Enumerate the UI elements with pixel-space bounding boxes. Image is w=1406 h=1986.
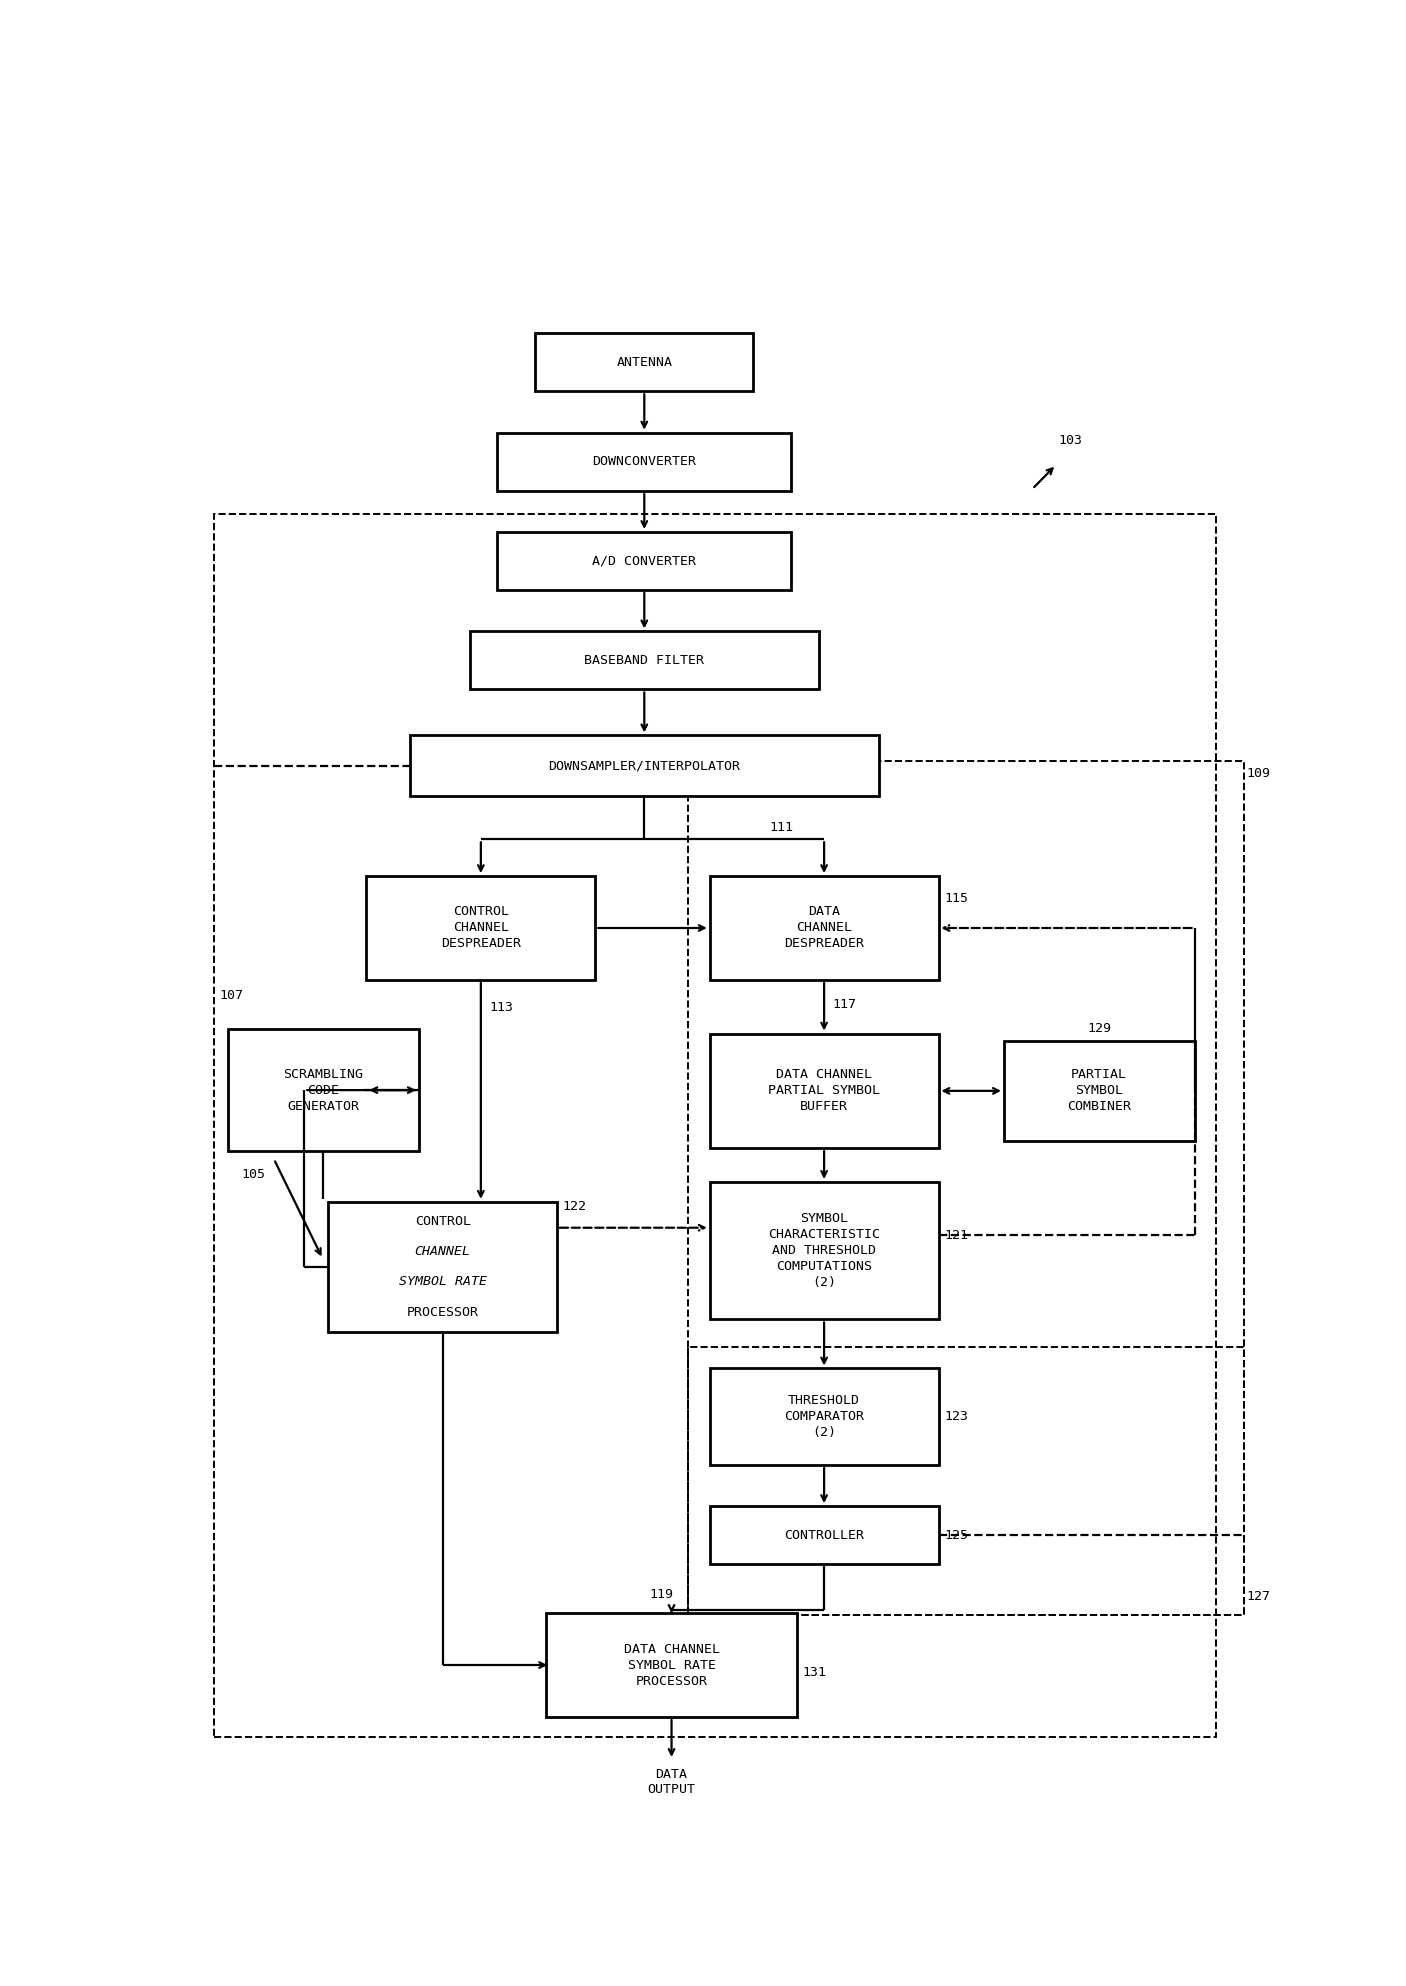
FancyBboxPatch shape bbox=[411, 735, 879, 796]
Text: DATA CHANNEL
SYMBOL RATE
PROCESSOR: DATA CHANNEL SYMBOL RATE PROCESSOR bbox=[623, 1642, 720, 1688]
Text: 111: 111 bbox=[769, 820, 793, 834]
Text: 121: 121 bbox=[943, 1229, 967, 1241]
Text: DATA CHANNEL
PARTIAL SYMBOL
BUFFER: DATA CHANNEL PARTIAL SYMBOL BUFFER bbox=[768, 1068, 880, 1114]
Text: 103: 103 bbox=[1059, 433, 1083, 447]
Text: 109: 109 bbox=[1247, 767, 1271, 780]
Text: 123: 123 bbox=[943, 1410, 967, 1424]
Text: 125: 125 bbox=[943, 1529, 967, 1541]
Text: 119: 119 bbox=[650, 1589, 673, 1601]
Text: CONTROL
CHANNEL
DESPREADER: CONTROL CHANNEL DESPREADER bbox=[441, 906, 520, 951]
FancyBboxPatch shape bbox=[546, 1613, 797, 1718]
Text: PROCESSOR: PROCESSOR bbox=[406, 1305, 478, 1319]
Text: 107: 107 bbox=[219, 989, 243, 1001]
Text: BASEBAND FILTER: BASEBAND FILTER bbox=[585, 653, 704, 667]
Text: 127: 127 bbox=[1247, 1589, 1271, 1603]
FancyBboxPatch shape bbox=[710, 1505, 939, 1565]
Text: DATA
OUTPUT: DATA OUTPUT bbox=[648, 1768, 696, 1795]
Text: 105: 105 bbox=[242, 1168, 266, 1182]
FancyBboxPatch shape bbox=[536, 334, 754, 391]
FancyBboxPatch shape bbox=[498, 433, 792, 491]
Text: THRESHOLD
COMPARATOR
(2): THRESHOLD COMPARATOR (2) bbox=[785, 1394, 865, 1440]
Text: 117: 117 bbox=[832, 997, 856, 1011]
FancyBboxPatch shape bbox=[498, 532, 792, 590]
FancyBboxPatch shape bbox=[710, 1368, 939, 1466]
Text: CONTROLLER: CONTROLLER bbox=[785, 1529, 865, 1541]
Text: 122: 122 bbox=[562, 1200, 586, 1213]
Text: 115: 115 bbox=[943, 892, 967, 906]
Text: SYMBOL
CHARACTERISTIC
AND THRESHOLD
COMPUTATIONS
(2): SYMBOL CHARACTERISTIC AND THRESHOLD COMP… bbox=[768, 1211, 880, 1289]
Text: 113: 113 bbox=[489, 1001, 513, 1015]
FancyBboxPatch shape bbox=[710, 1182, 939, 1319]
Text: DATA
CHANNEL
DESPREADER: DATA CHANNEL DESPREADER bbox=[785, 906, 865, 951]
Text: PARTIAL
SYMBOL
COMBINER: PARTIAL SYMBOL COMBINER bbox=[1067, 1068, 1132, 1114]
Text: 129: 129 bbox=[1087, 1023, 1111, 1035]
Text: DOWNCONVERTER: DOWNCONVERTER bbox=[592, 455, 696, 469]
FancyBboxPatch shape bbox=[228, 1029, 419, 1152]
FancyBboxPatch shape bbox=[470, 632, 818, 689]
Text: SYMBOL RATE: SYMBOL RATE bbox=[399, 1275, 486, 1289]
Text: 131: 131 bbox=[803, 1666, 827, 1680]
Text: CHANNEL: CHANNEL bbox=[415, 1245, 471, 1257]
Text: CONTROL: CONTROL bbox=[415, 1215, 471, 1227]
Text: DOWNSAMPLER/INTERPOLATOR: DOWNSAMPLER/INTERPOLATOR bbox=[548, 759, 741, 773]
Text: ANTENNA: ANTENNA bbox=[616, 355, 672, 369]
FancyBboxPatch shape bbox=[710, 1033, 939, 1148]
FancyBboxPatch shape bbox=[1004, 1041, 1195, 1140]
Text: A/D CONVERTER: A/D CONVERTER bbox=[592, 554, 696, 568]
FancyBboxPatch shape bbox=[329, 1202, 557, 1333]
FancyBboxPatch shape bbox=[710, 876, 939, 979]
Text: SCRAMBLING
CODE
GENERATOR: SCRAMBLING CODE GENERATOR bbox=[284, 1068, 363, 1112]
FancyBboxPatch shape bbox=[367, 876, 595, 979]
